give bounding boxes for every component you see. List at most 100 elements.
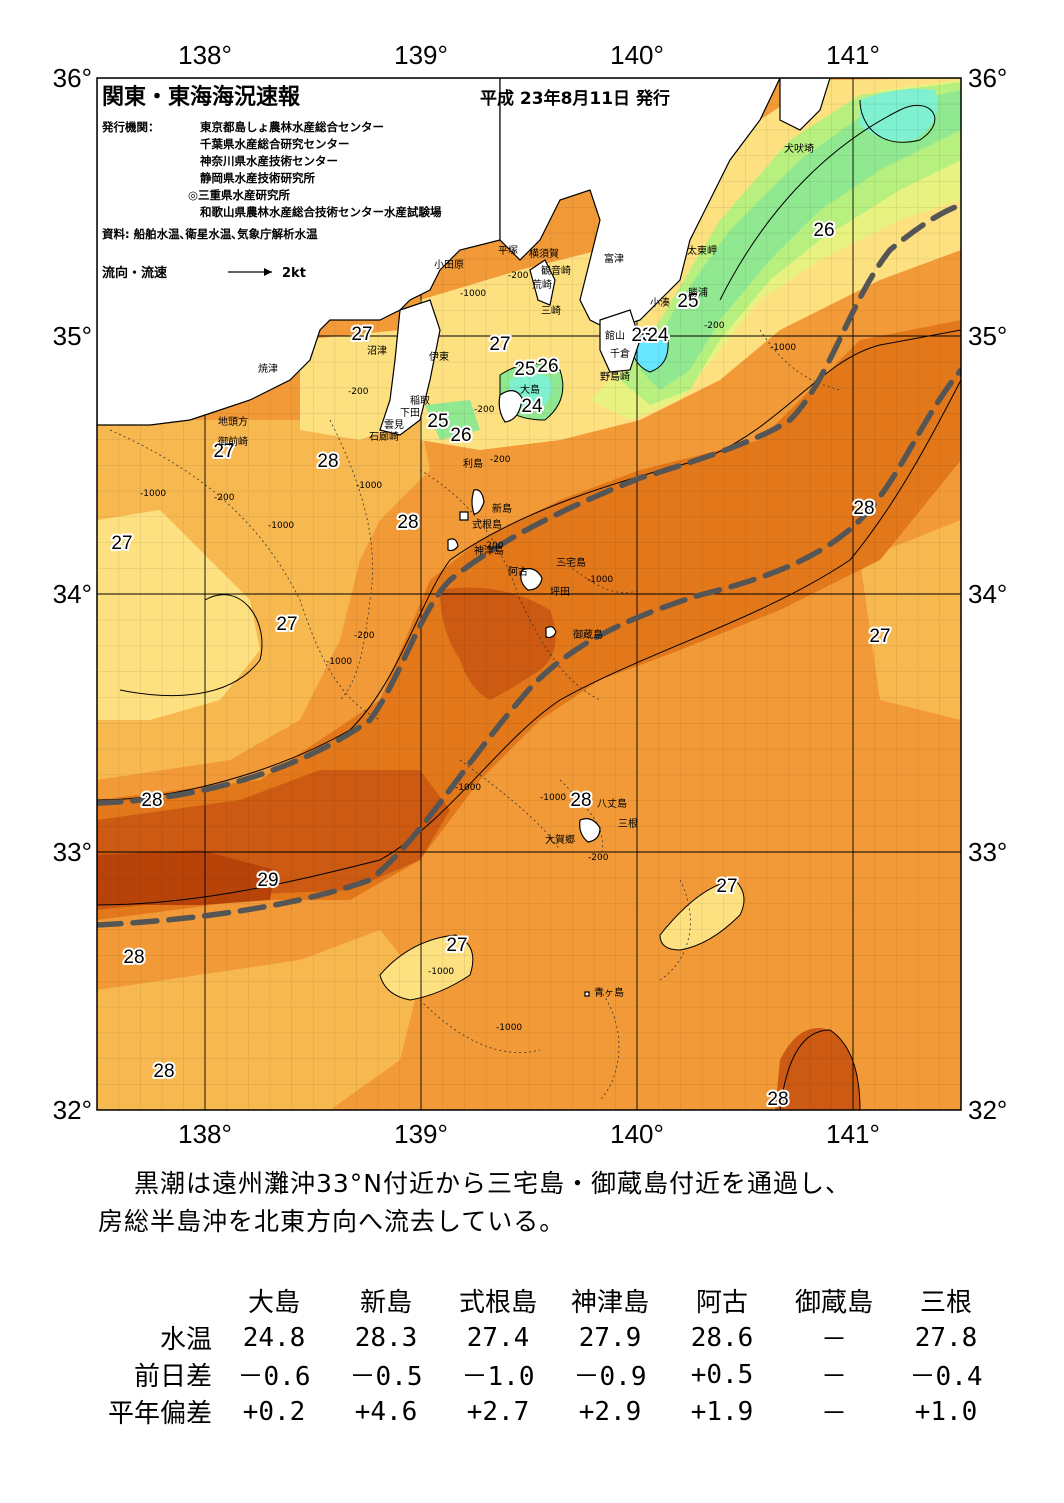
- sea-temperature-map: 138° 139° 140° 141° 138° 139° 140° 141° …: [53, 40, 1008, 1149]
- current-legend-label: 流向・流速: [102, 265, 167, 281]
- longitude-labels-bottom: 138° 139° 140° 141°: [178, 1119, 880, 1149]
- issuer-label: 発行機関：: [101, 120, 160, 134]
- lat-label-left: 35°: [53, 321, 92, 351]
- place-name: 大島: [520, 383, 540, 396]
- island-aogashima: [584, 991, 590, 997]
- table-header-row: 大島 新島 式根島 神津島 阿古 御蔵島 三根: [88, 1282, 1002, 1319]
- place-name: 神津島: [474, 544, 504, 557]
- isotherm-label: 27: [213, 441, 234, 462]
- lat-label-left: 32°: [53, 1095, 92, 1125]
- isotherm-label: 23: [631, 325, 652, 346]
- island-miyakejima: [520, 568, 543, 591]
- depth-label: -200: [588, 853, 609, 863]
- table-cell: +4.6: [354, 1396, 418, 1427]
- place-name: 小田原: [434, 259, 464, 271]
- land-areas: [97, 78, 831, 997]
- place-names: 犬吠埼 太東岬 勝浦 小湊 館山 千倉 野島崎 富津 横須賀 観音崎 平塚 荒崎…: [218, 142, 814, 999]
- lat-label-right: 36°: [968, 63, 1007, 93]
- table-cell: +1.0: [914, 1396, 978, 1427]
- table-cell: 28.3: [354, 1322, 418, 1353]
- map-body: [97, 78, 961, 1110]
- isotherm-label: 26: [813, 220, 834, 241]
- station-header: 阿古: [695, 1288, 748, 1318]
- row-label: 前日差: [133, 1362, 212, 1392]
- depth-label: -1000: [770, 343, 796, 353]
- station-header: 御蔵島: [794, 1288, 873, 1318]
- lat-label-left: 34°: [53, 579, 92, 609]
- table-cell: 28.6: [690, 1322, 754, 1353]
- depth-label: -1000: [587, 575, 613, 585]
- isotherm-label: 27: [111, 533, 132, 554]
- depth-label: -200: [348, 387, 369, 397]
- isotherm-label: 26: [537, 356, 558, 377]
- land-honshu-west: [97, 78, 501, 426]
- isotherm-label: 29: [257, 870, 278, 891]
- isotherm-label: 25: [514, 359, 535, 380]
- depth-label: -1000: [496, 1023, 522, 1033]
- island-mikurajima: [545, 626, 557, 639]
- depth-label: -1000: [460, 289, 486, 299]
- lat-label-left: 33°: [53, 837, 92, 867]
- depth-label: -200: [704, 321, 725, 331]
- station-header: 式根島: [458, 1288, 537, 1318]
- table-cell: +0.5: [690, 1359, 754, 1390]
- isotherm-labels: 27 28 27 27 28 27 24 25 26 23 24 25 26 2…: [109, 218, 892, 1112]
- table-row: 平年偏差 +0.2 +4.6 +2.7 +2.9 +1.9 － +1.0: [88, 1393, 1002, 1430]
- table-cell: +2.7: [466, 1396, 530, 1427]
- depth-labels: -200 -1000 -200 -1000 -1000 -200 -200 -1…: [140, 271, 796, 1033]
- lat-label-right: 33°: [968, 837, 1007, 867]
- place-name: 太東岬: [687, 244, 717, 257]
- place-name: 犬吠埼: [784, 142, 814, 155]
- latitude-labels-left: 36° 35° 34° 33° 32°: [53, 63, 92, 1125]
- kuroshio-south-edge: [97, 367, 961, 928]
- table-cell: －0.5: [349, 1362, 423, 1392]
- isotherm-label: 28: [317, 451, 338, 472]
- row-label: 水温: [159, 1325, 212, 1355]
- issuer-item: 神奈川県水産技術センター: [200, 154, 338, 168]
- isotherm-label: 27: [489, 334, 510, 355]
- isotherm-label: 25: [677, 291, 698, 312]
- arrow-head-icon: [264, 268, 272, 276]
- island-niijima: [471, 489, 485, 515]
- place-name: 伊東: [429, 350, 449, 363]
- isotherm-label: 27: [351, 324, 372, 345]
- map-frame: [96, 77, 962, 1111]
- island-kozushima: [447, 538, 459, 552]
- issue-date: 平成 23年8月11日 発行: [480, 88, 670, 109]
- table-cell: －0.4: [909, 1362, 983, 1392]
- place-name: 八丈島: [597, 797, 627, 810]
- place-name: 新島: [492, 502, 512, 515]
- isotherm-label: 28: [153, 1061, 174, 1082]
- place-name: 富津: [604, 252, 624, 265]
- station-header: 新島: [359, 1288, 412, 1318]
- place-name: 阿古: [508, 565, 528, 578]
- place-name: 平塚: [498, 245, 518, 257]
- table-cell: 27.8: [914, 1322, 978, 1353]
- isotherm-label: 24: [521, 396, 543, 417]
- depth-label: -200: [483, 541, 504, 551]
- latitude-labels-right: 36° 35° 34° 33° 32°: [968, 63, 1007, 1125]
- table-cell: －1.0: [461, 1362, 535, 1392]
- table-cell: +2.9: [578, 1396, 642, 1427]
- place-name: 観音崎: [541, 264, 571, 277]
- table-row: 前日差 －0.6 －0.5 －1.0 －0.9 +0.5 － －0.4: [88, 1356, 1002, 1393]
- station-header: 神津島: [570, 1288, 649, 1318]
- lat-label-right: 32°: [968, 1095, 1007, 1125]
- place-name: 式根島: [472, 518, 502, 531]
- place-name: 焼津: [258, 363, 278, 375]
- lon-label-top: 140°: [610, 40, 664, 70]
- table-cell: －: [820, 1325, 847, 1355]
- island-hachijojima: [579, 818, 601, 843]
- place-name: 大賀郷: [545, 833, 575, 846]
- depth-label: -1000: [140, 489, 166, 499]
- island-oshima: [498, 390, 523, 423]
- lon-label-bottom: 138°: [178, 1119, 232, 1149]
- issuer-item: ◎三重県水産研究所: [188, 188, 291, 202]
- land-izu-peninsula: [379, 299, 441, 436]
- table-cell: －0.9: [573, 1362, 647, 1392]
- depth-label: -200: [474, 405, 495, 415]
- isotherm-label: 25: [427, 411, 448, 432]
- current-summary: 黒潮は遠州灘沖33°N付近から三宅島・御蔵島付近を通過し、 房総半島沖を北東方向…: [98, 1165, 1028, 1241]
- kuroshio-north-edge: [97, 202, 961, 806]
- lat-label-right: 34°: [968, 579, 1007, 609]
